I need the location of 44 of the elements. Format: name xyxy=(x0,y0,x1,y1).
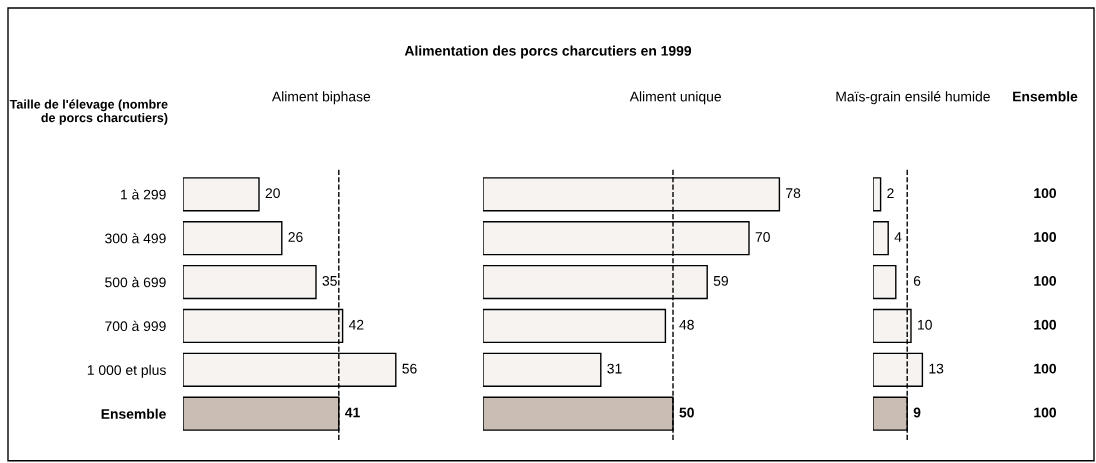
y-tick-label: 700 à 999 xyxy=(105,320,166,332)
bar xyxy=(873,221,889,256)
chart-title: Aliment unique xyxy=(629,91,721,105)
data-label: 42 xyxy=(348,319,364,330)
data-label: 100 xyxy=(1034,188,1057,199)
y-tick-label: Ensemble xyxy=(101,408,166,419)
data-label: 10 xyxy=(918,319,932,330)
data-label: 31 xyxy=(607,363,622,374)
y-tick-label: 300 à 499 xyxy=(105,233,166,244)
bar xyxy=(183,177,260,212)
data-label: 6 xyxy=(913,275,921,286)
data-label: 56 xyxy=(402,363,417,374)
data-label: 100 xyxy=(1034,363,1057,374)
data-label: 4 xyxy=(894,232,902,242)
bar xyxy=(483,352,602,387)
chart-title: Aliment biphase xyxy=(271,91,371,105)
data-label: 100 xyxy=(1034,232,1057,242)
data-label: 70 xyxy=(755,232,770,242)
bar xyxy=(873,177,882,212)
y-tick-label: 1 à 299 xyxy=(121,189,166,200)
text: Alimentation des porcs charcutiers en 1999 xyxy=(404,45,692,59)
data-label: 35 xyxy=(322,275,337,286)
bar xyxy=(183,264,317,300)
y-tick-label: 500 à 699 xyxy=(105,276,166,288)
data-label: 59 xyxy=(713,275,728,286)
text: Ensemble xyxy=(1013,91,1078,102)
bar xyxy=(183,221,283,256)
data-label: 20 xyxy=(265,188,280,199)
data-label: 41 xyxy=(345,407,360,418)
data-label: 48 xyxy=(679,319,694,330)
data-label: 78 xyxy=(786,188,801,199)
data-label: 2 xyxy=(887,188,894,198)
data-label: 26 xyxy=(288,232,303,242)
data-label: 100 xyxy=(1034,275,1057,286)
data-label: 13 xyxy=(929,363,944,374)
data-label: 9 xyxy=(913,407,921,418)
y-tick-label: 1 000 et plus xyxy=(87,364,166,378)
data-label: 100 xyxy=(1034,319,1057,330)
data-label: 50 xyxy=(679,407,694,418)
data-label: 100 xyxy=(1034,407,1057,418)
y-axis-title: Taille de l'élevage (nombre de porcs charcutiers) xyxy=(9,99,168,125)
chart-title: Maïs-grain ensilé humide xyxy=(836,91,990,105)
bar xyxy=(483,308,667,344)
bar xyxy=(873,264,897,300)
